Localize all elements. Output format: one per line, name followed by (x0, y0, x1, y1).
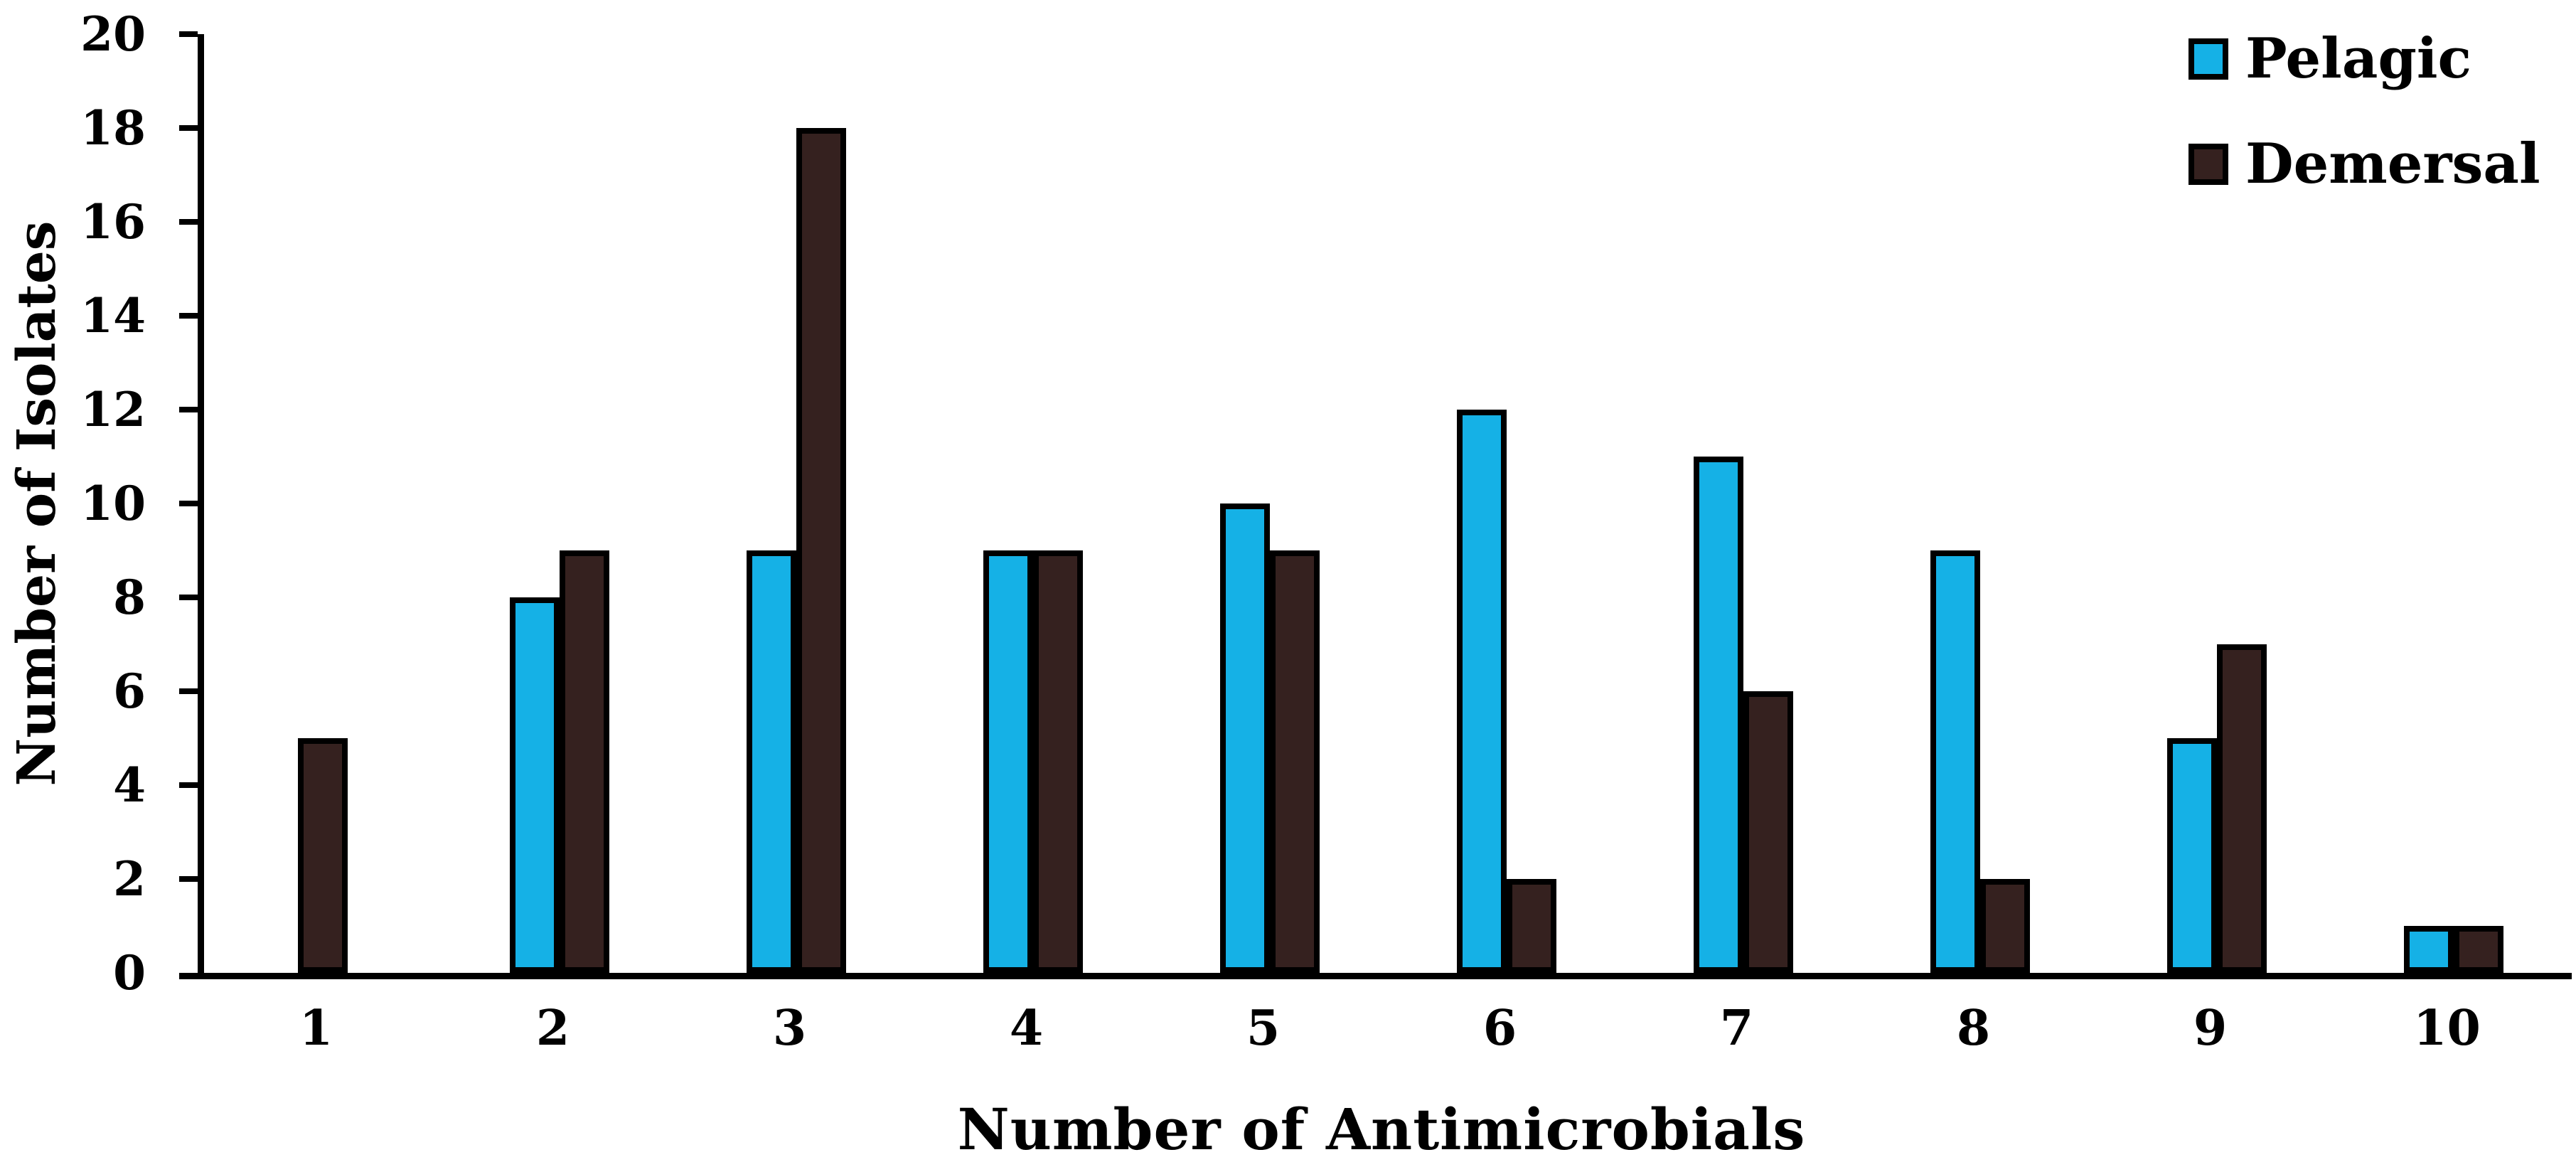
bar-demersal-9 (2216, 644, 2267, 973)
x-axis-tick-label: 2 (535, 1000, 570, 1057)
bar-group-3 (678, 34, 914, 973)
y-axis-title: Number of Isolates (6, 220, 68, 787)
bar-demersal-2 (559, 550, 609, 973)
y-axis-tick (179, 876, 198, 882)
bar-pelagic-5 (1219, 503, 1270, 973)
y-axis-tick-label: 0 (113, 945, 146, 1001)
legend: Pelagic Demersal (2188, 26, 2540, 245)
bar-pelagic-3 (746, 550, 796, 973)
bar-demersal-6 (1506, 879, 1556, 973)
y-axis-tick (179, 501, 198, 506)
x-axis-title: Number of Antimicrobials (957, 1096, 1806, 1163)
x-axis-tick-label: 4 (1009, 1000, 1044, 1057)
bar-pelagic-4 (983, 550, 1033, 973)
y-axis-tick (179, 407, 198, 412)
legend-item-pelagic: Pelagic (2188, 26, 2540, 91)
bar-pelagic-9 (2166, 738, 2217, 973)
bar-group-5 (1151, 34, 1388, 973)
bar-demersal-7 (1743, 691, 1793, 973)
y-axis-tick-label: 2 (113, 851, 146, 907)
bar-group-10 (2335, 34, 2572, 973)
y-axis-tick (179, 31, 198, 37)
x-axis-tick-label: 1 (299, 1000, 333, 1057)
y-axis-tick-label: 6 (113, 664, 146, 719)
x-axis-tick-label: 10 (2413, 1000, 2481, 1057)
y-axis-tick (179, 688, 198, 694)
y-axis-tick (179, 125, 198, 131)
y-axis-tick-label: 10 (80, 476, 146, 531)
bar-pelagic-2 (509, 597, 560, 973)
x-axis-tick-label: 9 (2193, 1000, 2228, 1057)
bar-pelagic-7 (1693, 457, 1743, 973)
y-axis-tick (179, 782, 198, 788)
x-axis-tick-label: 6 (1482, 1000, 1517, 1057)
y-axis-tick-label: 12 (80, 382, 146, 437)
y-axis-tick-label: 8 (113, 570, 146, 625)
bar-group-7 (1625, 34, 1861, 973)
x-axis-tick-label: 5 (1246, 1000, 1281, 1057)
legend-item-demersal: Demersal (2188, 132, 2540, 196)
y-axis-tick (179, 219, 198, 225)
bar-group-4 (914, 34, 1151, 973)
bar-demersal-1 (297, 738, 348, 973)
bar-group-6 (1388, 34, 1625, 973)
y-axis-tick-label: 14 (80, 288, 146, 343)
y-axis-tick-label: 4 (113, 757, 146, 813)
y-axis-tick-label: 18 (80, 100, 146, 156)
legend-label-demersal: Demersal (2245, 132, 2540, 196)
bar-pelagic-10 (2403, 926, 2454, 973)
bar-group-9 (2098, 34, 2335, 973)
x-axis-tick-label: 7 (1719, 1000, 1754, 1057)
x-axis-zero-tick (179, 973, 204, 979)
bars-container (204, 34, 2572, 973)
bar-demersal-4 (1032, 550, 1083, 973)
bar-group-1 (204, 34, 441, 973)
y-axis-tick-label: 16 (80, 194, 146, 250)
bar-pelagic-6 (1456, 410, 1507, 973)
y-axis-tick-label: 20 (80, 6, 146, 62)
y-axis-tick (179, 313, 198, 319)
bar-demersal-5 (1269, 550, 1320, 973)
legend-label-pelagic: Pelagic (2245, 26, 2472, 91)
bar-pelagic-8 (1930, 550, 1980, 973)
bar-group-2 (441, 34, 678, 973)
bar-group-8 (1861, 34, 2098, 973)
x-axis-tick-label: 8 (1956, 1000, 1991, 1057)
bar-demersal-8 (1979, 879, 2030, 973)
legend-swatch-demersal (2188, 144, 2228, 185)
plot-area: 0 2 4 6 8 10 12 14 16 18 20 (80, 11, 2572, 996)
legend-swatch-pelagic (2188, 38, 2228, 80)
x-axis-tick-label: 3 (772, 1000, 807, 1057)
y-axis-tick (179, 595, 198, 600)
bar-demersal-10 (2453, 926, 2503, 973)
x-axis-tick-labels: 1 2 3 4 5 6 7 8 9 10 (198, 1004, 2565, 1053)
bar-demersal-3 (796, 128, 846, 973)
